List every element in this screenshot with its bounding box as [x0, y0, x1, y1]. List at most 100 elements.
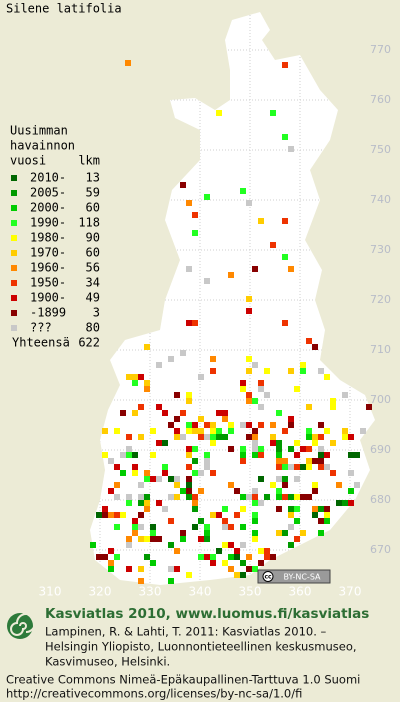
record-square: [264, 368, 270, 374]
record-square: [270, 422, 276, 428]
record-square: [258, 452, 264, 458]
record-square: [282, 458, 288, 464]
record-square: [150, 452, 156, 458]
record-square: [156, 404, 162, 410]
record-square: [210, 422, 216, 428]
record-square: [252, 518, 258, 524]
record-square: [108, 560, 114, 566]
badge-box: [257, 569, 331, 584]
record-square: [132, 374, 138, 380]
record-square: [162, 410, 168, 416]
record-square: [156, 536, 162, 542]
record-square: [156, 476, 162, 482]
record-square: [132, 452, 138, 458]
record-square: [312, 512, 318, 518]
legend-swatch: [11, 190, 17, 196]
record-square: [114, 428, 120, 434]
record-square: [330, 404, 336, 410]
legend: Uusimman havainnon vuosi lkm 2010- 13 2005…: [10, 124, 100, 350]
logo: [7, 613, 36, 639]
record-square: [126, 434, 132, 440]
record-square: [312, 344, 318, 350]
record-square: [240, 386, 246, 392]
record-square: [144, 470, 150, 476]
record-square: [276, 506, 282, 512]
legend-count: 56: [86, 261, 100, 275]
record-square: [186, 494, 192, 500]
record-square: [324, 374, 330, 380]
record-square: [222, 560, 228, 566]
record-square: [126, 446, 132, 452]
record-square: [294, 494, 300, 500]
record-square: [246, 368, 252, 374]
record-square: [186, 266, 192, 272]
record-square: [288, 542, 294, 548]
legend-swatch: [11, 205, 17, 211]
record-square: [318, 368, 324, 374]
record-square: [222, 410, 228, 416]
legend-label: 2000-: [30, 201, 66, 215]
record-square: [174, 392, 180, 398]
y-tick-label: 680: [370, 493, 391, 506]
records: [90, 60, 372, 584]
record-square: [366, 404, 372, 410]
record-square: [126, 500, 132, 506]
record-square: [102, 506, 108, 512]
x-tick-label: 370: [339, 585, 362, 599]
record-square: [162, 440, 168, 446]
record-square: [114, 482, 120, 488]
record-square: [312, 506, 318, 512]
legend-swatch: [11, 265, 17, 271]
record-square: [156, 362, 162, 368]
record-square: [282, 254, 288, 260]
record-square: [288, 524, 294, 530]
record-square: [270, 110, 276, 116]
record-square: [240, 524, 246, 530]
record-square: [204, 464, 210, 470]
legend-count: 3: [93, 306, 100, 320]
record-square: [222, 518, 228, 524]
record-square: [228, 422, 234, 428]
license-line: http://creativecommons.org/licenses/by-n…: [6, 687, 302, 701]
record-square: [252, 446, 258, 452]
record-square: [186, 320, 192, 326]
record-square: [252, 566, 258, 572]
record-square: [186, 452, 192, 458]
record-square: [204, 194, 210, 200]
record-square: [228, 272, 234, 278]
license-line: Creative Commons Nimeä-Epäkaupallinen-Ta…: [6, 673, 360, 687]
record-square: [174, 476, 180, 482]
record-square: [186, 200, 192, 206]
record-square: [240, 506, 246, 512]
record-square: [276, 440, 282, 446]
y-tick-label: 670: [370, 543, 391, 556]
record-square: [138, 482, 144, 488]
record-square: [288, 422, 294, 428]
record-square: [144, 506, 150, 512]
badge-icon: cc: [264, 574, 272, 581]
record-square: [228, 554, 234, 560]
record-square: [216, 410, 222, 416]
legend-label: 1960-: [30, 261, 66, 275]
record-square: [96, 512, 102, 518]
record-square: [132, 410, 138, 416]
record-square: [276, 494, 282, 500]
record-square: [168, 476, 174, 482]
record-square: [282, 494, 288, 500]
legend-count: 13: [86, 171, 100, 185]
record-square: [186, 422, 192, 428]
record-square: [258, 476, 264, 482]
record-square: [270, 482, 276, 488]
record-square: [192, 506, 198, 512]
legend-swatch: [11, 280, 17, 286]
record-square: [125, 60, 131, 66]
record-square: [240, 494, 246, 500]
record-square: [258, 500, 264, 506]
record-square: [246, 434, 252, 440]
record-square: [246, 392, 252, 398]
record-square: [306, 338, 312, 344]
record-square: [312, 434, 318, 440]
record-square: [252, 398, 258, 404]
record-square: [162, 464, 168, 470]
record-square: [252, 488, 258, 494]
